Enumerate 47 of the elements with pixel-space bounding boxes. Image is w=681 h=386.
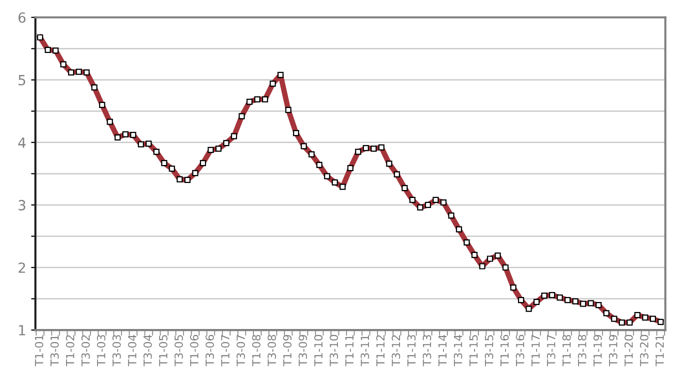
x-tick-label: T1-11 <box>345 335 354 366</box>
x-tick-label: T1-02 <box>66 335 74 366</box>
x-tick-label: T1-03 <box>96 335 106 366</box>
y-tick-label: 4 <box>18 138 26 148</box>
x-tick-label: T3-18 <box>578 334 586 366</box>
x-tick-label: T3-17 <box>546 335 556 366</box>
x-tick-label: T1-20 <box>624 334 633 366</box>
x-tick-label: T1-18 <box>562 334 571 366</box>
x-tick-label: T1-15 <box>469 335 478 366</box>
x-tick-label: T1-13 <box>407 335 416 366</box>
x-tick-label: T3-03 <box>112 335 121 366</box>
x-tick-label: T1-21 <box>656 335 664 366</box>
x-tick-label: T1-04 <box>128 334 136 366</box>
x-tick-label: T3-06 <box>206 334 214 366</box>
x-tick-label: T3-04 <box>143 334 152 366</box>
y-tick-label: 1 <box>19 325 26 336</box>
x-tick-label: T1-16 <box>500 334 509 366</box>
x-tick-label: T1-05 <box>159 335 168 366</box>
x-tick-label: T3-05 <box>174 335 183 366</box>
x-tick-label: T3-12 <box>392 335 400 366</box>
x-tick-label: T3-13 <box>422 335 432 366</box>
x-tick-label: T3-09 <box>298 334 308 366</box>
x-tick-label: T1-06 <box>190 334 198 366</box>
x-tick-label: T1-19 <box>593 334 602 366</box>
x-tick-label: T1-08 <box>252 334 261 366</box>
x-tick-label: T3-07 <box>236 335 245 366</box>
x-tick-label: T1-12 <box>376 335 384 366</box>
y-tick-label: 6 <box>18 12 26 23</box>
x-tick-label: T3-14 <box>454 334 462 366</box>
x-tick-label: T3-19 <box>608 334 618 366</box>
x-tick-label: T3-11 <box>360 335 370 366</box>
x-tick-label: T1-07 <box>221 335 230 366</box>
y-tick-label: 3 <box>18 200 26 210</box>
x-tick-label: T1-14 <box>438 334 447 366</box>
x-tick-label: T3-08 <box>268 334 276 366</box>
x-tick-label: T1-09 <box>283 334 292 366</box>
x-tick-label: T3-20 <box>640 334 648 366</box>
y-tick-label: 5 <box>18 75 26 86</box>
x-tick-label: T3-02 <box>81 335 90 366</box>
x-tick-label: T3-16 <box>516 334 524 366</box>
x-tick-label: T1-10 <box>314 334 323 366</box>
x-tick-label: T3-10 <box>330 334 338 366</box>
x-tick-label: T1-01 <box>34 335 44 366</box>
y-tick-label: 2 <box>18 262 25 273</box>
x-tick-label: T1-17 <box>532 335 540 366</box>
x-tick-label: T3-01 <box>50 335 59 366</box>
x-tick-label: T3-15 <box>484 335 494 366</box>
